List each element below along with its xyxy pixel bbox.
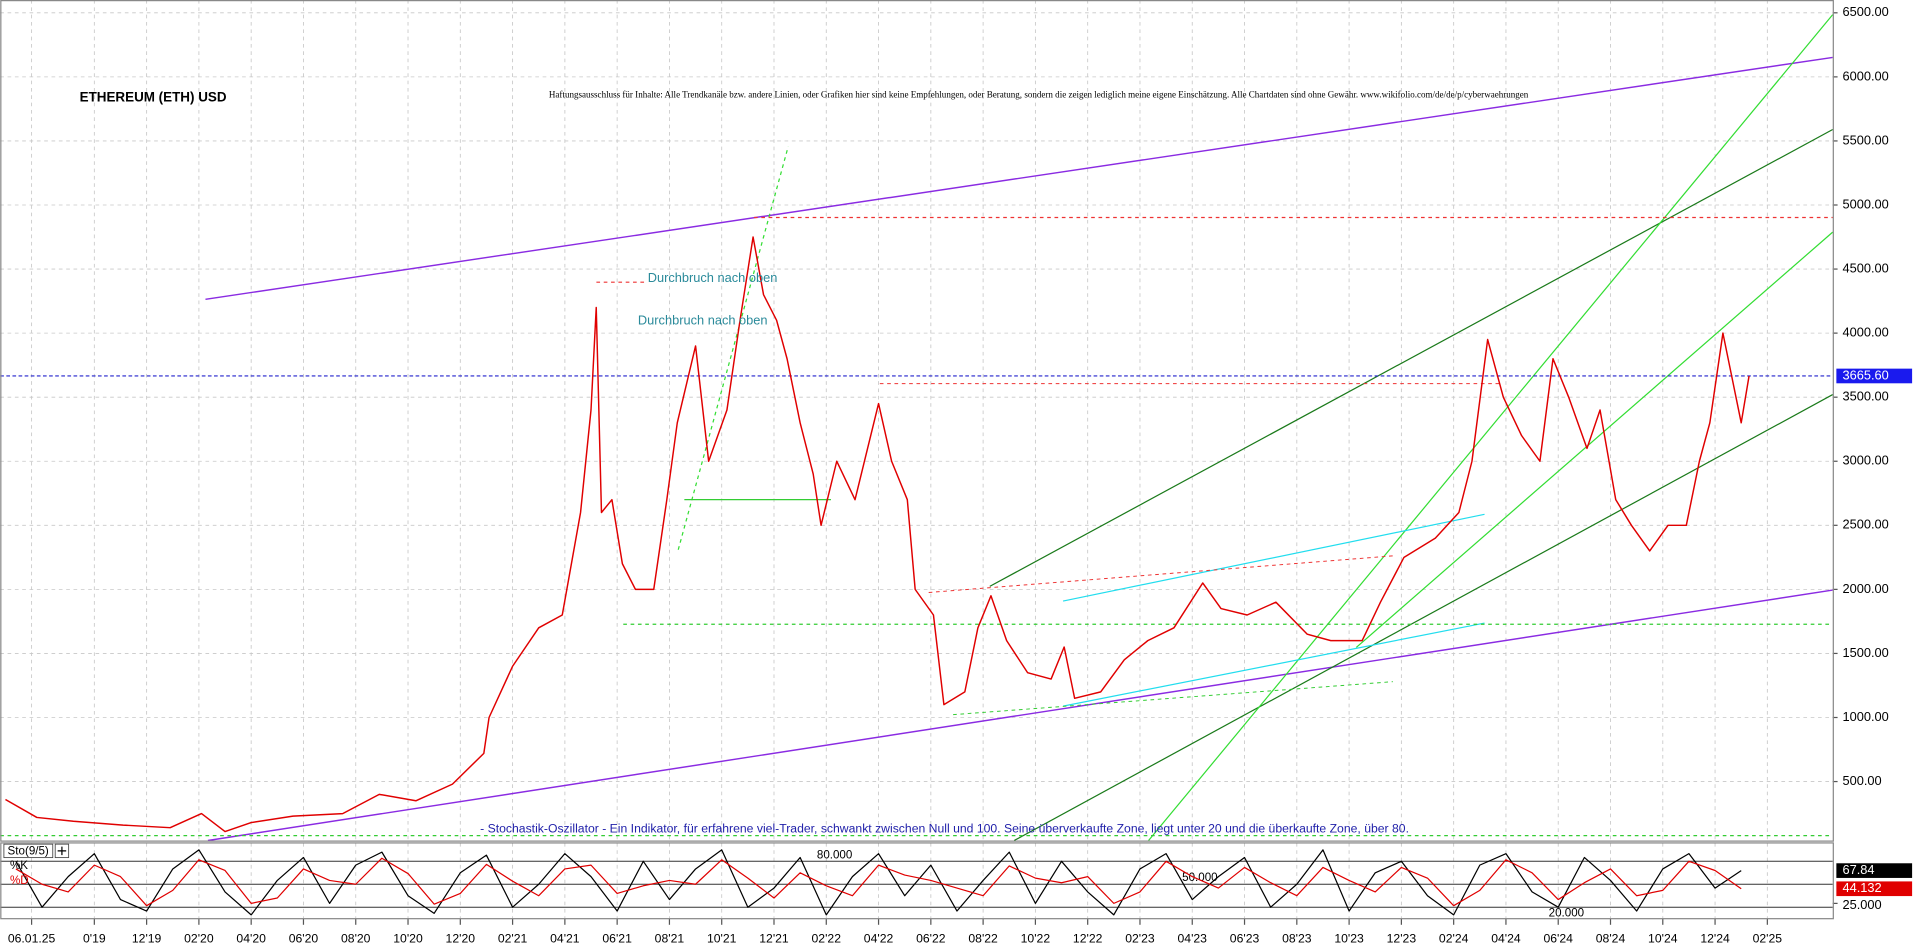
x-tick-label: 12'20 [446, 932, 476, 946]
x-tick-label: 08'21 [655, 932, 685, 946]
trendlines [0, 14, 1834, 842]
x-tick-label: 10'22 [1021, 932, 1051, 946]
x-tick-label: 02'24 [1439, 932, 1469, 946]
y-tick-label: 5000.00 [1842, 196, 1888, 211]
x-tick-label: 06.01.25 [8, 932, 56, 946]
x-tick-label: 08'24 [1596, 932, 1626, 946]
x-tick-label: 12'19 [132, 932, 162, 946]
x-tick-label: 04'20 [236, 932, 266, 946]
last-value-box [1836, 881, 1913, 897]
stoch-line [15, 849, 1742, 916]
y-tick-label: 6500.00 [1842, 4, 1888, 19]
trendline [1013, 394, 1833, 842]
x-tick-label: 10'20 [393, 932, 423, 946]
trendline [207, 589, 1833, 842]
y-tick-label: 1500.00 [1842, 645, 1888, 660]
x-tick-label: 12'22 [1073, 932, 1103, 946]
y-tick-label: 3500.00 [1842, 389, 1888, 404]
trendline [205, 56, 1833, 301]
y-tick-label: 6000.00 [1842, 68, 1888, 83]
x-tick-label: 04'23 [1178, 932, 1208, 946]
plot-frame [0, 0, 1834, 842]
annotation: Durchbruch nach oben [648, 270, 778, 285]
trendline [1355, 231, 1834, 648]
price-line [5, 236, 1750, 833]
x-tick-label: 02'21 [498, 932, 528, 946]
y-tick-label: 25.000 [1842, 897, 1881, 912]
x-tick-label: 08'20 [341, 932, 371, 946]
stoch-frame [0, 842, 1834, 920]
legend-entry: %K [10, 859, 28, 872]
x-tick-label: 02'22 [812, 932, 842, 946]
y-tick-label: 1000.00 [1842, 709, 1888, 724]
x-tick-label: 12'21 [759, 932, 789, 946]
grid [0, 0, 1833, 919]
x-tick-label: 08'23 [1282, 932, 1312, 946]
last-price-box [1836, 368, 1913, 384]
stoch-title-box [3, 843, 54, 859]
marks: 500.00 1000.00 1500.00 2000.00 2500.00 3000.0… [0, 4, 1913, 946]
trendline [1062, 622, 1485, 707]
y-tick-label: 4000.00 [1842, 325, 1888, 340]
x-tick-label: 08'22 [968, 932, 998, 946]
x-tick-label: 06'22 [916, 932, 946, 946]
stoch-title: Sto(9/5) [8, 845, 49, 858]
y-tick-label: 2500.00 [1842, 517, 1888, 532]
trendline [1062, 513, 1485, 602]
add-icon [57, 846, 67, 856]
level-label: 50.000 [1182, 871, 1217, 884]
x-tick-label: 04'24 [1491, 932, 1521, 946]
level-label: 20.000 [1549, 906, 1584, 919]
x-tick-label: 12'24 [1700, 932, 1730, 946]
legend-entry: %D [10, 874, 29, 887]
x-tick-label: 02'23 [1125, 932, 1155, 946]
x-tick-label: 12'23 [1387, 932, 1417, 946]
y-tick-label: 2000.00 [1842, 581, 1888, 596]
x-tick-label: 06'21 [602, 932, 632, 946]
x-tick-label: 10'24 [1648, 932, 1678, 946]
x-tick-label: 06'20 [289, 932, 319, 946]
trendline [953, 681, 1393, 716]
x-tick-label: 0'19 [83, 932, 106, 946]
last-value-box [1836, 863, 1913, 878]
x-tick-label: 04'21 [550, 932, 580, 946]
y-tick-label: 4500.00 [1842, 260, 1888, 275]
stoch-line [15, 857, 1742, 907]
x-tick-label: 10'23 [1334, 932, 1364, 946]
trendline [989, 128, 1833, 587]
trendline [1148, 14, 1834, 841]
last-value-label: 67.84 [1842, 862, 1874, 877]
last-value-label: 44.132 [1842, 880, 1881, 895]
y-tick-label: 3000.00 [1842, 453, 1888, 468]
x-tick-label: 02'25 [1753, 932, 1783, 946]
x-tick-label: 06'23 [1230, 932, 1260, 946]
x-tick-label: 10'21 [707, 932, 737, 946]
disclaimer: Haftungsausschluss für Inhalte: Alle Tre… [549, 89, 1529, 99]
level-label: 80.000 [817, 848, 852, 861]
x-tick-label: 02'20 [184, 932, 214, 946]
chart-title: ETHEREUM (ETH) USD [80, 89, 227, 104]
x-tick-label: 06'24 [1543, 932, 1573, 946]
x-tick-label: 04'22 [864, 932, 894, 946]
stoch-annotation: - Stochastik-Oszillator - Ein Indikator,… [480, 822, 1409, 836]
y-tick-label: 500.00 [1842, 773, 1881, 788]
y-tick-label: 5500.00 [1842, 132, 1888, 147]
last-price-label: 3665.60 [1842, 367, 1888, 382]
annotation: Durchbruch nach oben [638, 313, 768, 328]
